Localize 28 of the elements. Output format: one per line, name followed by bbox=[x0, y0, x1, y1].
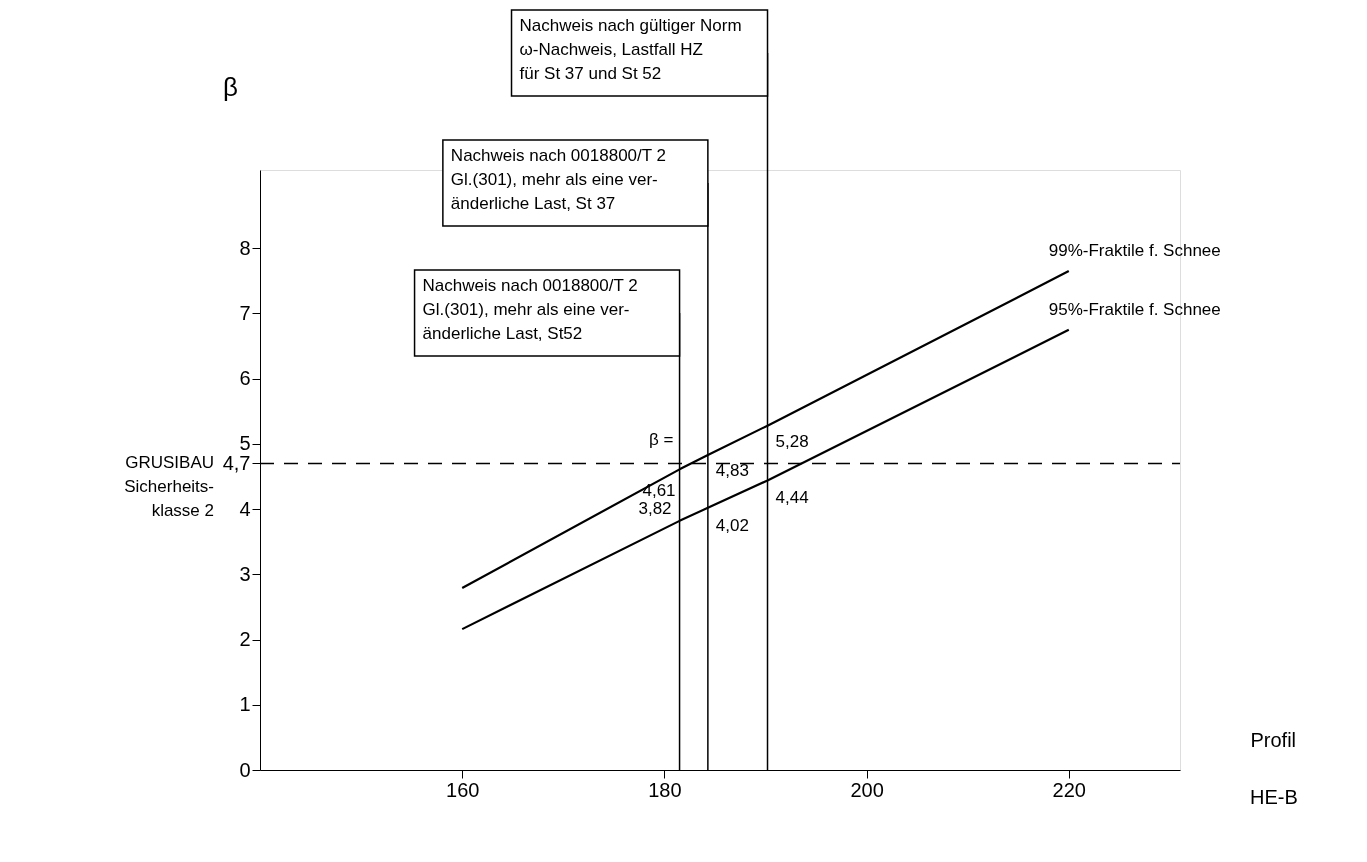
y-tick-label: 6 bbox=[239, 367, 251, 390]
data-label: 5,28 bbox=[775, 431, 809, 451]
x-tick-label: 200 bbox=[850, 778, 884, 801]
series-label: 95%-Fraktile f. Schnee bbox=[1048, 299, 1221, 319]
data-label: 3,82 bbox=[638, 498, 672, 518]
ref-line-label: Nachweis nach gültiger Norm ω-Nachweis, Lastfall HZ für St 37 und St 52 bbox=[519, 16, 742, 83]
y-tick-label: 0 bbox=[239, 758, 251, 781]
series-label: 99%-Fraktile f. Schnee bbox=[1048, 241, 1221, 261]
y-tick-label: 7 bbox=[239, 301, 251, 324]
y-tick-label: 4 bbox=[239, 497, 251, 520]
data-label: 4,83 bbox=[715, 461, 749, 480]
data-label: 4,02 bbox=[715, 515, 749, 535]
ref-line-label: GRUSIBAU Sicherheits- klasse 2 bbox=[124, 453, 214, 521]
y-tick-label: 1 bbox=[239, 693, 251, 716]
y-tick-label: 8 bbox=[239, 236, 251, 259]
y-axis-title: β bbox=[223, 71, 238, 102]
annotation: β = bbox=[649, 429, 674, 449]
x-tick-label: 220 bbox=[1052, 778, 1086, 801]
x-axis-title: Profil bbox=[1250, 728, 1297, 751]
x-tick-label: 160 bbox=[446, 778, 480, 801]
ref-line-label: Nachweis nach 0018800/T 2 Gl.(301), mehr als eine ver- änderliche Last, St 37 bbox=[450, 146, 667, 213]
ref-line-label: Nachweis nach 0018800/T 2 Gl.(301), mehr als eine ver- änderliche Last, St52 bbox=[422, 276, 638, 343]
data-label: 4,61 bbox=[642, 481, 676, 501]
y-tick-label: 3 bbox=[239, 562, 251, 585]
data-label: 4,44 bbox=[775, 488, 809, 508]
y-tick-label: 2 bbox=[239, 628, 251, 651]
x-tick-label: 180 bbox=[648, 778, 682, 801]
text: HE-B bbox=[1250, 786, 1298, 808]
